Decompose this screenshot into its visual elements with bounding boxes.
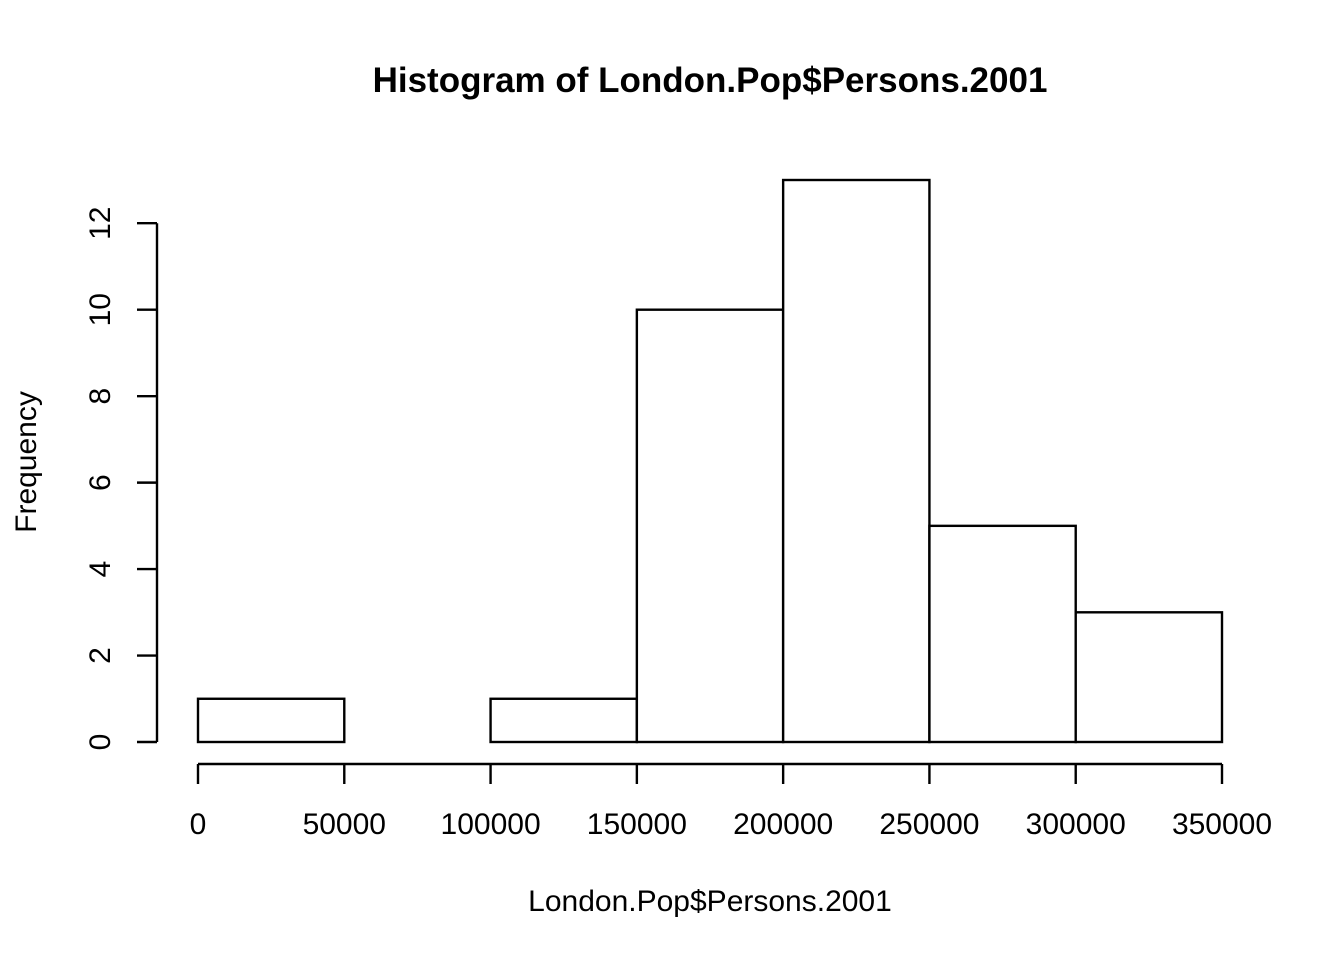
histogram-bar-0 — [196, 697, 346, 744]
y-tick-label: 8 — [84, 388, 117, 405]
x-tick-label: 250000 — [879, 808, 979, 841]
x-tick-label: 300000 — [1026, 808, 1126, 841]
chart-title: Histogram of London.Pop$Persons.2001 — [373, 61, 1048, 100]
y-axis-label: Frequency — [10, 391, 43, 533]
y-tick-label: 10 — [84, 293, 117, 326]
y-tick-label: 6 — [84, 474, 117, 491]
histogram-bar-6 — [1074, 611, 1224, 744]
x-tick-label: 150000 — [587, 808, 687, 841]
histogram-bar-2 — [489, 697, 639, 744]
x-tick-label: 0 — [190, 808, 207, 841]
y-tick-label: 12 — [84, 207, 117, 240]
histogram-bar-3 — [635, 308, 785, 744]
histogram-bar-5 — [928, 524, 1077, 744]
x-tick-label: 350000 — [1172, 808, 1272, 841]
x-tick-label: 50000 — [303, 808, 386, 841]
y-tick-label: 0 — [84, 734, 117, 751]
y-tick-label: 2 — [84, 647, 117, 664]
bars-group — [196, 178, 1224, 744]
x-tick-label: 100000 — [441, 808, 541, 841]
x-axis: 0 50000 100000 150000 200000 250000 300000 3500… — [190, 762, 1272, 841]
y-axis: 0 2 4 6 8 10 12 — [84, 207, 159, 751]
x-axis-label: London.Pop$Persons.2001 — [528, 885, 892, 918]
x-tick-label: 200000 — [733, 808, 833, 841]
y-tick-label: 4 — [84, 561, 117, 578]
histogram-bar-4 — [781, 178, 931, 744]
